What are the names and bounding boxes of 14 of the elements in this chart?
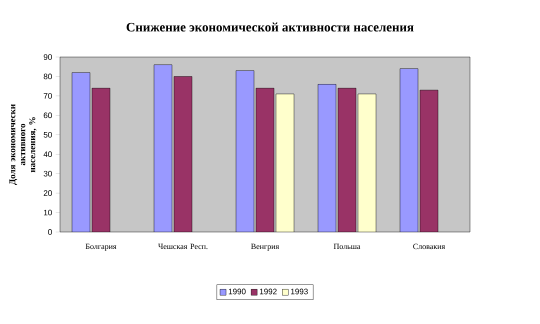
bar	[276, 94, 294, 232]
bar	[338, 88, 356, 232]
bar	[256, 88, 274, 232]
chart-title: Снижение экономической активности населения	[126, 22, 414, 32]
bar	[358, 94, 376, 232]
bar	[400, 68, 418, 232]
bar	[174, 76, 192, 232]
bar	[318, 84, 336, 232]
bar	[92, 88, 110, 232]
bar	[420, 90, 438, 232]
y-axis-title: Доля экономически активного населения, %	[9, 104, 37, 185]
bar	[154, 64, 172, 232]
bar	[236, 70, 254, 232]
bar	[72, 72, 90, 232]
